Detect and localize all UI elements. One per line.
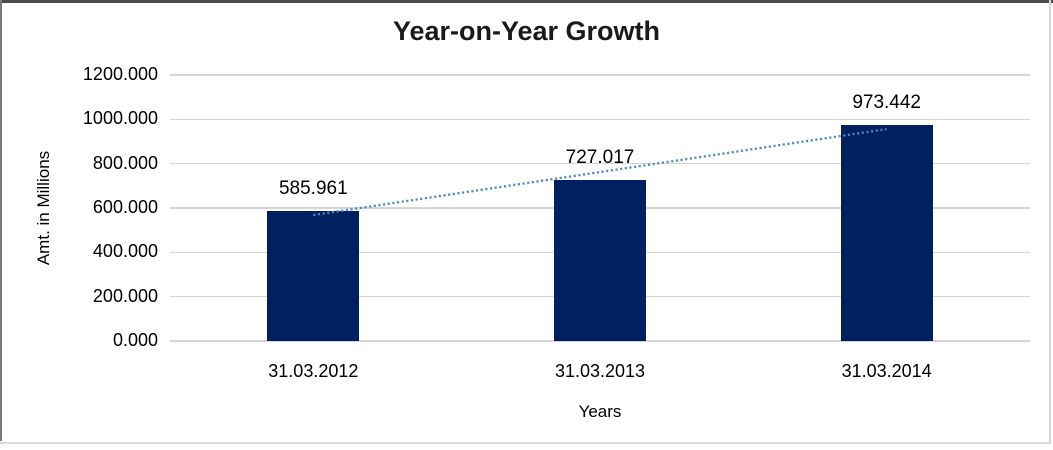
- x-tick-label: 31.03.2012: [268, 361, 359, 381]
- y-tick-label: 600.000: [92, 197, 158, 217]
- y-tick-label: 1000.000: [82, 108, 158, 129]
- frame-border-top: [0, 0, 1053, 3]
- frame-border-bottom: [0, 442, 1051, 444]
- y-tick-label: 1200.000: [82, 64, 158, 84]
- gridline: [170, 340, 1030, 342]
- x-axis-title: Years: [578, 402, 622, 421]
- gridline: [170, 74, 1030, 76]
- frame-border-right: [1049, 0, 1051, 443]
- bar-value-label: 727.017: [565, 146, 635, 168]
- frame-border-left: [0, 0, 2, 441]
- bar-value-label: 973.442: [852, 92, 921, 114]
- y-tick-label: 800.000: [92, 152, 158, 173]
- plot-area: 585.961 727.017 973.442: [170, 74, 1030, 342]
- bar-value-label: 585.961: [278, 178, 348, 200]
- bar-31.03.2013: [554, 179, 646, 341]
- y-tick-label: 0.000: [112, 330, 158, 350]
- chart-title: Year-on-Year Growth: [392, 16, 661, 46]
- x-tick-label: 31.03.2013: [554, 361, 646, 381]
- gridline: [170, 118, 1030, 121]
- y-tick-label: 400.000: [92, 241, 158, 262]
- x-tick-label: 31.03.2014: [841, 361, 932, 381]
- bar-31.03.2012: [267, 211, 360, 341]
- trendline: [313, 127, 887, 217]
- bar-31.03.2014: [840, 125, 933, 341]
- gridline: [170, 162, 1030, 165]
- y-tick-label: 200.000: [92, 285, 158, 306]
